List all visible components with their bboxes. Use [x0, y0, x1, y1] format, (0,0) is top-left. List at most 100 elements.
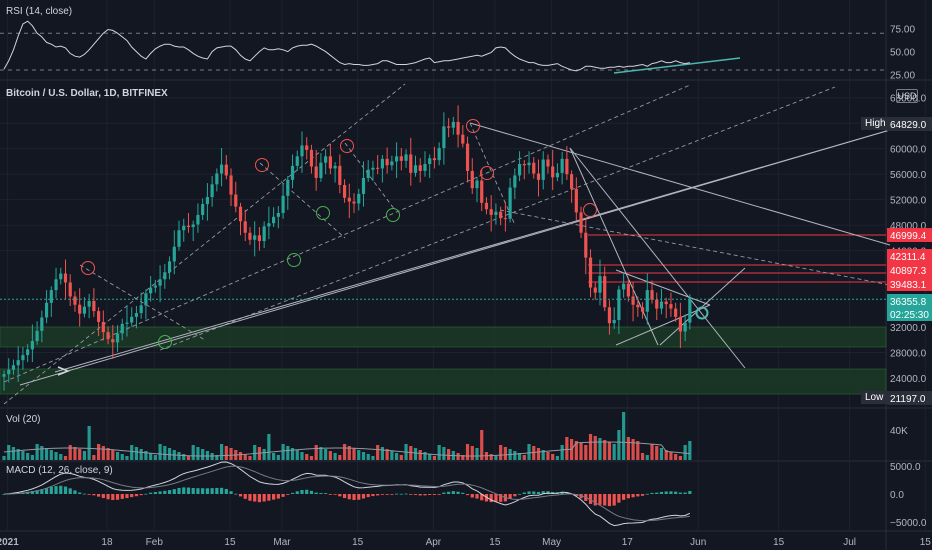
- volume-bar: [376, 445, 380, 460]
- drawings-layer: [3, 57, 891, 405]
- volume-bar: [286, 446, 290, 460]
- volume-bar: [480, 430, 484, 460]
- macd-histogram-bar: [130, 494, 134, 498]
- volume-bar: [300, 452, 304, 460]
- candle-body: [82, 306, 87, 314]
- macd-histogram-bar: [201, 488, 205, 494]
- pivot-circle: [340, 139, 354, 153]
- candle-body: [49, 290, 53, 303]
- resistance-tag-3-bg: [887, 263, 932, 277]
- volume-bar: [92, 455, 96, 460]
- macd-histogram-bar: [612, 494, 616, 506]
- candle-body: [267, 223, 271, 227]
- volume-bar: [669, 452, 673, 460]
- candle-body: [376, 167, 380, 169]
- volume-bar: [272, 453, 276, 460]
- macd-histogram-bar: [191, 488, 195, 494]
- candle-body: [347, 197, 351, 202]
- candle-body: [470, 170, 474, 189]
- candle-body: [238, 206, 243, 222]
- candle-body: [413, 165, 418, 173]
- candle-body: [44, 302, 49, 318]
- x-tick-label: Mar: [273, 537, 291, 548]
- trend-line: [469, 122, 516, 226]
- volume-bar: [584, 445, 588, 460]
- candle-body: [489, 209, 493, 215]
- macd-tick-label: −5000.0: [890, 518, 927, 529]
- candle-body: [659, 301, 664, 309]
- trend-line: [569, 147, 746, 369]
- volume-bar: [191, 445, 195, 460]
- countdown-tag-bg: [887, 307, 932, 321]
- macd-histogram-bar: [63, 486, 68, 494]
- candle-body: [2, 374, 6, 377]
- volume-bar: [650, 444, 654, 460]
- macd-histogram-bar: [243, 494, 247, 499]
- candle-body: [172, 246, 176, 262]
- volume-bar: [503, 447, 507, 460]
- trend-line: [469, 122, 891, 246]
- macd-histogram-bar: [328, 494, 332, 495]
- candle-body: [153, 285, 157, 288]
- trend-line: [615, 304, 711, 346]
- volume-bar: [636, 441, 640, 460]
- volume-bar: [494, 456, 498, 460]
- candle-body: [262, 226, 266, 242]
- candle-body: [423, 163, 427, 171]
- candle-body: [655, 299, 659, 309]
- volume-bar: [413, 448, 418, 460]
- volume-bar: [281, 444, 285, 460]
- macd-histogram-bar: [224, 488, 228, 494]
- candle-body: [305, 145, 309, 150]
- candle-body: [158, 279, 162, 286]
- macd-histogram-bar: [366, 494, 370, 498]
- volume-bar: [555, 456, 560, 460]
- volume-bar: [267, 434, 271, 460]
- macd-histogram-bar: [636, 494, 640, 497]
- volume-bar: [418, 450, 422, 460]
- candle-body: [371, 167, 375, 170]
- volume-bar: [499, 445, 503, 460]
- volume-bar: [546, 452, 550, 460]
- macd-histogram-bar: [432, 494, 437, 495]
- macd-histogram-bar: [461, 492, 465, 494]
- macd-histogram-bar: [626, 494, 630, 499]
- macd-histogram-bar: [290, 492, 295, 494]
- candle-body: [16, 360, 20, 366]
- candle-body: [461, 134, 465, 144]
- volume-bar: [309, 456, 314, 460]
- candle-body: [447, 126, 451, 128]
- macd-histogram-bar: [688, 491, 692, 494]
- trend-line: [54, 129, 891, 373]
- low-label: Low: [861, 391, 888, 404]
- candle-body: [456, 121, 460, 135]
- volume-bar: [328, 451, 332, 460]
- macd-line: [3, 461, 691, 527]
- volume-bar: [603, 440, 607, 460]
- candle-body: [626, 283, 630, 297]
- high-price-tag: 64829.0: [890, 120, 927, 131]
- pivot-circle: [81, 261, 95, 275]
- macd-histogram-bar: [54, 486, 58, 494]
- support-zone-upper: [0, 326, 887, 348]
- candle-body: [338, 165, 342, 185]
- candle-body: [678, 316, 682, 332]
- candle-body: [134, 313, 139, 317]
- volume-bar: [517, 453, 522, 460]
- trend-line: [615, 269, 711, 306]
- volume-bar: [522, 455, 526, 460]
- x-tick-label: Feb: [146, 537, 164, 548]
- volume-bar: [276, 455, 280, 460]
- volume-bar: [40, 446, 44, 460]
- volume-bar: [527, 444, 531, 460]
- volume-bar: [144, 451, 148, 460]
- macd-histogram-bar: [196, 488, 200, 494]
- macd-histogram-bar: [163, 490, 167, 494]
- support-zone-lower: [0, 368, 887, 395]
- vol-title: Vol (20): [6, 414, 41, 425]
- macd-histogram-bar: [603, 494, 607, 506]
- rsi-tick-label: 75.00: [890, 25, 915, 36]
- currency-badge[interactable]: USD: [896, 89, 918, 103]
- volume-bar: [664, 450, 668, 460]
